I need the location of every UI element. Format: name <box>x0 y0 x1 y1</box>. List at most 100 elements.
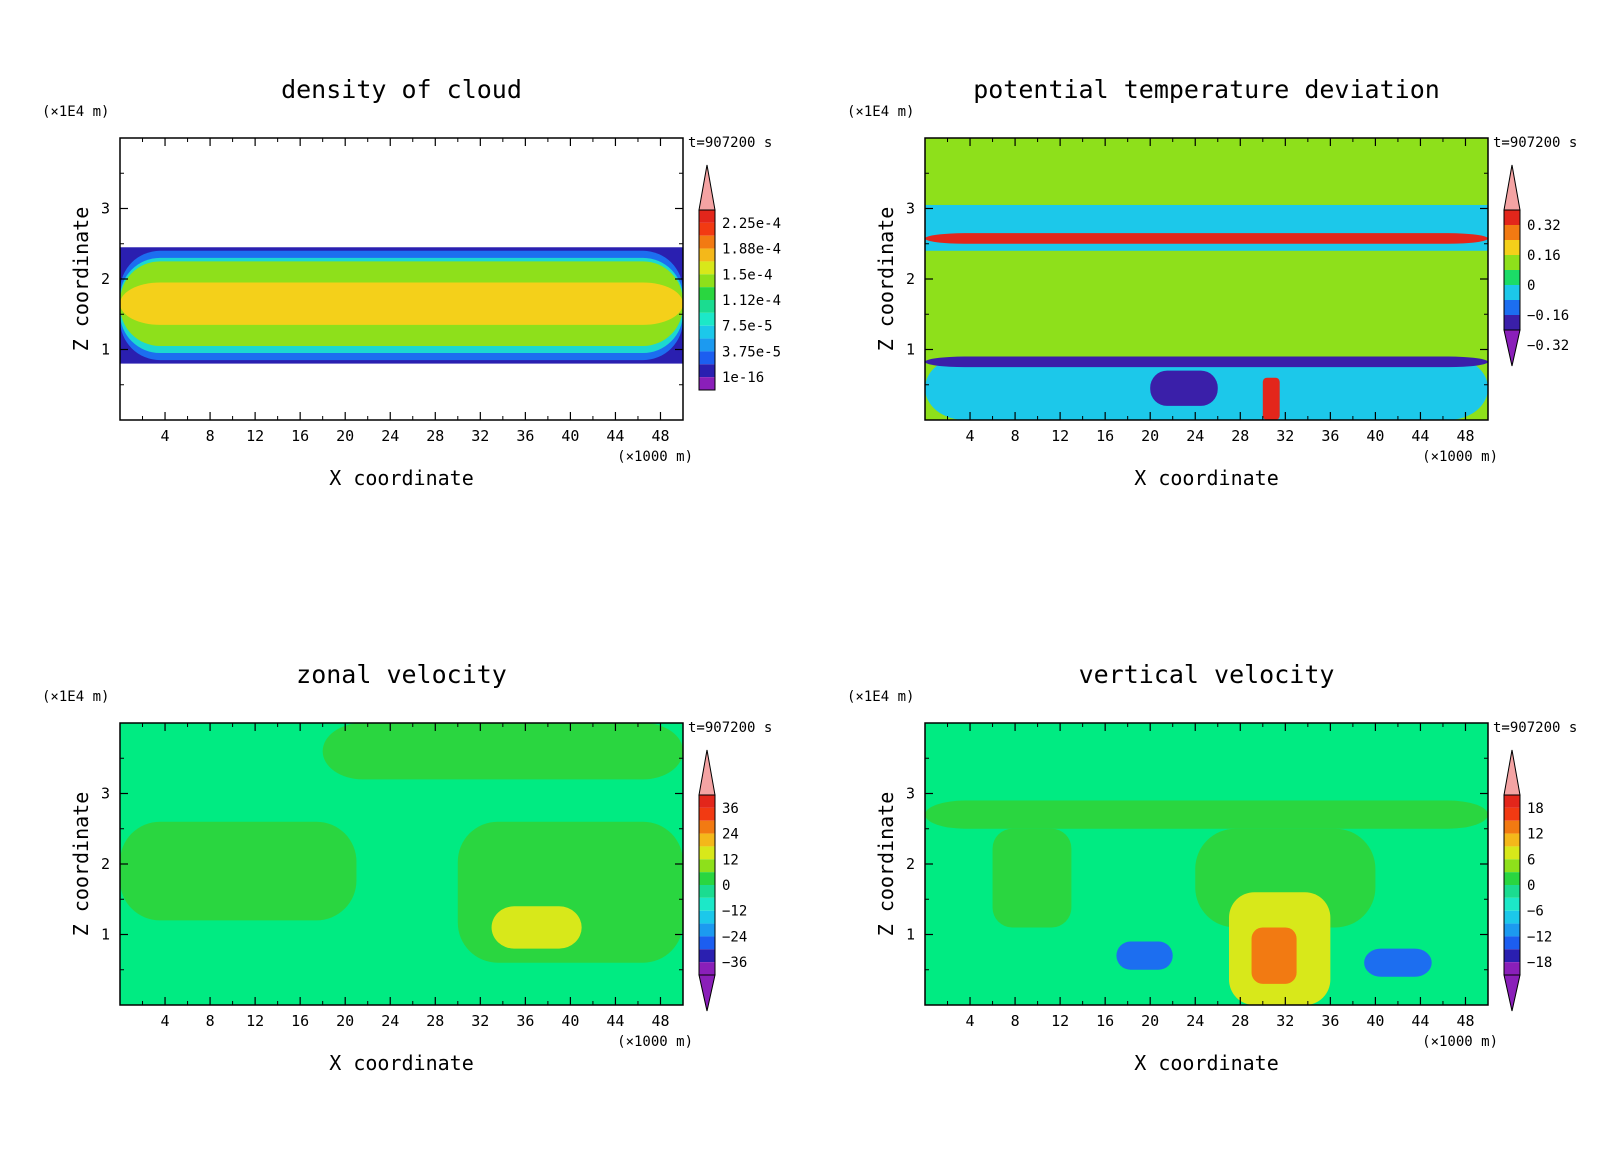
colorbar-bin <box>699 897 715 911</box>
colorbar-level-label: −6 <box>1527 904 1544 920</box>
colorbar-bin <box>699 846 715 860</box>
contour-field <box>120 247 683 364</box>
x-tick-label: 48 <box>651 1012 669 1030</box>
x-tick-label: 40 <box>561 1012 579 1030</box>
y-axis-label: Z coordinate <box>69 792 93 937</box>
colorbar-extend-max <box>698 749 716 796</box>
x-tick-label: 4 <box>161 427 170 445</box>
chart-title: zonal velocity <box>296 660 507 689</box>
contour-region <box>1150 370 1218 406</box>
colorbar-bin <box>699 885 715 898</box>
colorbar-level-label: 0.32 <box>1527 218 1561 234</box>
x-tick-label: 16 <box>1096 427 1114 445</box>
chart-title: potential temperature deviation <box>973 75 1440 104</box>
contour-region <box>1116 941 1173 970</box>
x-axis-label: X coordinate <box>1134 466 1279 490</box>
colorbar-bin <box>699 820 715 834</box>
colorbar-level-label: 2.25e-4 <box>722 216 781 232</box>
y-tick-label: 1 <box>906 926 915 944</box>
x-tick-label: 8 <box>1011 1012 1020 1030</box>
time-label: t=907200 s <box>688 720 772 736</box>
colorbar-bin <box>1504 846 1520 860</box>
colorbar-level-label: 12 <box>1527 827 1544 843</box>
colorbar-level-label: 12 <box>722 852 739 868</box>
x-tick-label: 36 <box>1321 427 1339 445</box>
colorbar-level-label: 0.16 <box>1527 248 1561 264</box>
colorbar-bin <box>699 210 715 223</box>
colorbar-level-label: 1.5e-4 <box>722 267 773 283</box>
x-tick-label: 16 <box>291 1012 309 1030</box>
contour-region <box>322 723 683 780</box>
colorbar-level-label: 1e-16 <box>722 370 764 386</box>
x-tick-label: 32 <box>471 1012 489 1030</box>
y-axis-label: Z coordinate <box>874 207 898 352</box>
x-tick-label: 4 <box>966 1012 975 1030</box>
x-unit-label: (×1000 m) <box>1422 1034 1498 1050</box>
colorbar-bin <box>1504 949 1520 963</box>
colorbar-bin <box>699 859 715 873</box>
colorbar-bin <box>1504 833 1520 847</box>
colorbar-bin <box>699 936 715 950</box>
x-tick-label: 32 <box>471 427 489 445</box>
colorbar-extend-min <box>698 974 716 1012</box>
colorbar: 2.25e-4 1.88e-4 1.5e-4 1.12e-4 7.5e-5 3.75e-5… <box>698 164 781 391</box>
colorbar-level-label: 24 <box>722 827 739 843</box>
colorbar-bin <box>699 833 715 847</box>
y-tick-label: 2 <box>906 270 915 288</box>
contour-region <box>925 204 1488 251</box>
x-unit-label: (×1000 m) <box>1422 449 1498 465</box>
y-axis-label: Z coordinate <box>874 792 898 937</box>
colorbar-bin <box>1504 897 1520 911</box>
x-axis-label: X coordinate <box>1134 1051 1279 1075</box>
x-tick-label: 44 <box>606 427 624 445</box>
x-tick-label: 12 <box>1051 1012 1069 1030</box>
colorbar-level-label: 1.88e-4 <box>722 242 781 258</box>
colorbar-bin <box>1504 240 1520 255</box>
colorbar-bin <box>1504 270 1520 285</box>
contour-region <box>925 356 1488 368</box>
colorbar-bin <box>1504 910 1520 924</box>
colorbar-bin <box>1504 872 1520 885</box>
x-tick-label: 20 <box>336 1012 354 1030</box>
x-tick-label: 48 <box>651 427 669 445</box>
colorbar-extend-min <box>1503 974 1521 1012</box>
x-tick-label: 36 <box>516 1012 534 1030</box>
x-tick-label: 40 <box>1366 1012 1384 1030</box>
colorbar-bin <box>1504 795 1520 808</box>
contour-region <box>491 906 582 949</box>
colorbar-bin <box>1504 300 1520 315</box>
y-tick-label: 3 <box>101 200 110 218</box>
colorbar-bin <box>699 261 715 275</box>
x-tick-label: 28 <box>1231 1012 1249 1030</box>
colorbar-bin <box>699 962 715 975</box>
x-tick-label: 28 <box>1231 427 1249 445</box>
x-tick-label: 24 <box>381 427 399 445</box>
x-tick-label: 48 <box>1456 427 1474 445</box>
colorbar-bin <box>1504 923 1520 937</box>
colorbar-bin <box>1504 962 1520 975</box>
x-tick-label: 16 <box>1096 1012 1114 1030</box>
colorbar-extend-max <box>698 164 716 211</box>
x-axis-label: X coordinate <box>329 466 474 490</box>
colorbar-level-label: −36 <box>722 955 747 971</box>
colorbar: 0.32 0.16 0 −0.16 −0.32 <box>1503 164 1569 367</box>
x-tick-label: 8 <box>1011 427 1020 445</box>
y-tick-label: 1 <box>906 341 915 359</box>
chart-title: vertical velocity <box>1079 660 1335 689</box>
time-label: t=907200 s <box>1493 135 1577 151</box>
contour-field <box>120 723 683 1005</box>
contour-field <box>925 138 1488 420</box>
contour-region <box>120 821 357 921</box>
x-tick-label: 44 <box>1411 427 1429 445</box>
colorbar-level-label: −0.32 <box>1527 338 1569 354</box>
colorbar-bin <box>1504 859 1520 873</box>
colorbar-level-label: 0 <box>1527 278 1535 294</box>
colorbar-level-label: −12 <box>722 904 747 920</box>
y-axis-label: Z coordinate <box>69 207 93 352</box>
colorbar-extend-max <box>1503 164 1521 211</box>
colorbar-bin <box>1504 225 1520 240</box>
y-unit-label: (×1E4 m) <box>42 104 109 120</box>
colorbar-level-label: 1.12e-4 <box>722 293 781 309</box>
